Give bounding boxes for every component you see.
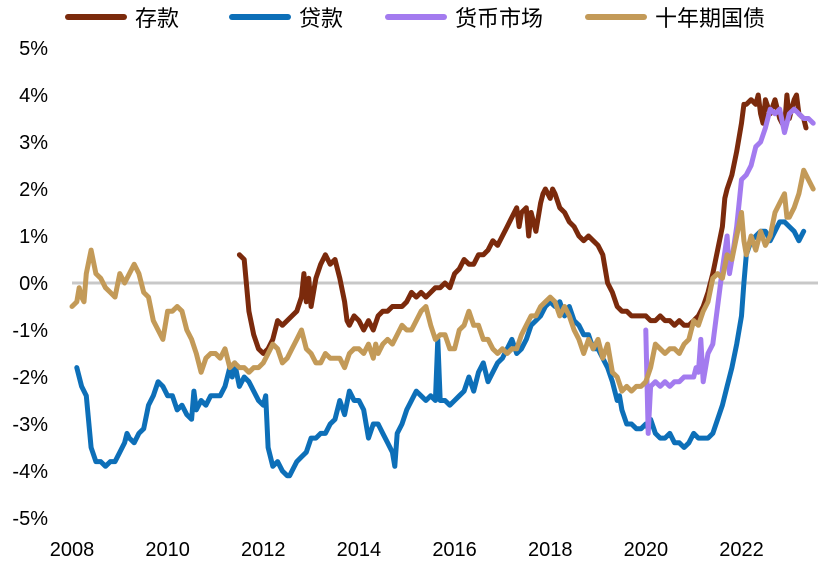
y-tick-label: 5% <box>19 38 48 60</box>
y-tick-label: 2% <box>19 179 48 201</box>
legend: 存款 贷款 货币市场 十年期国债 <box>0 0 835 34</box>
legend-item-deposits: 存款 <box>65 3 180 32</box>
legend-label-money-market: 货币市场 <box>455 7 544 32</box>
legend-item-money-market: 货币市场 <box>385 3 544 32</box>
legend-item-loans: 贷款 <box>229 3 344 32</box>
series-line-1 <box>74 219 807 479</box>
y-tick-label: 0% <box>19 273 48 295</box>
x-tick-label: 2012 <box>241 539 286 561</box>
legend-swatch-money-market <box>385 14 447 20</box>
legend-swatch-10y-treasury <box>585 14 647 20</box>
x-tick-label: 2020 <box>624 539 669 561</box>
x-tick-label: 2014 <box>337 539 382 561</box>
y-tick-label: -5% <box>12 508 48 530</box>
y-tick-label: 4% <box>19 85 48 107</box>
y-axis-ticks: 5% 4% 3% 2% 1% 0% -1% -2% -3% -4% -5% <box>12 38 48 530</box>
y-tick-label: 1% <box>19 226 48 248</box>
legend-item-10y-treasury: 十年期国债 <box>585 3 766 32</box>
legend-label-loans: 贷款 <box>299 7 344 32</box>
x-tick-label: 2022 <box>719 539 764 561</box>
legend-label-deposits: 存款 <box>135 7 180 32</box>
y-tick-label: -2% <box>12 367 48 389</box>
legend-swatch-loans <box>229 14 291 20</box>
y-tick-label: -1% <box>12 320 48 342</box>
x-tick-label: 2008 <box>50 539 95 561</box>
x-tick-label: 2016 <box>432 539 477 561</box>
series-line-3 <box>69 167 816 394</box>
y-tick-label: -3% <box>12 414 48 436</box>
series-lines <box>69 92 816 479</box>
series-line-0 <box>236 92 809 356</box>
x-tick-label: 2018 <box>528 539 573 561</box>
x-tick-label: 2010 <box>145 539 190 561</box>
legend-swatch-deposits <box>65 14 127 20</box>
legend-label-10y-treasury: 十年期国债 <box>655 7 766 32</box>
y-tick-label: -4% <box>12 461 48 483</box>
x-axis-ticks: 2008 2010 2012 2014 2016 2018 2020 2022 <box>50 539 764 561</box>
y-tick-label: 3% <box>19 132 48 154</box>
